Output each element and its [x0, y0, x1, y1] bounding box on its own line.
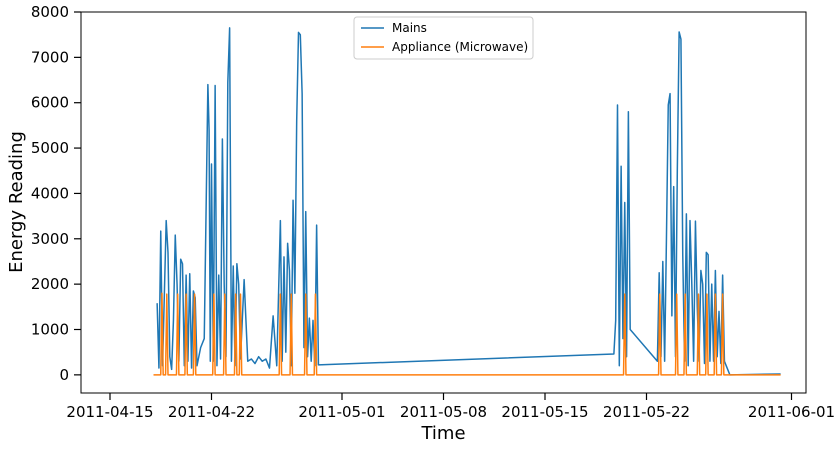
x-tick-label: 2011-04-15 [66, 403, 153, 421]
y-axis-label: Energy Reading [6, 131, 27, 273]
legend-label-mains: Mains [392, 21, 427, 35]
y-tick-label: 5000 [31, 139, 69, 157]
x-axis-label: Time [420, 423, 465, 444]
series-layer [153, 27, 781, 376]
y-axis: 0 1000 2000 3000 4000 5000 6000 7000 8000 [31, 3, 81, 384]
y-tick-label: 8000 [31, 3, 69, 21]
legend-frame [353, 16, 534, 60]
y-tick-label: 0 [59, 366, 69, 384]
x-tick-label: 2011-06-01 [748, 403, 835, 421]
y-tick-label: 4000 [31, 184, 69, 202]
y-tick-label: 7000 [31, 48, 69, 66]
x-tick-label: 2011-05-01 [298, 403, 385, 421]
y-tick-label: 2000 [31, 275, 69, 293]
series-line-mains [156, 27, 781, 376]
x-tick-label: 2011-05-22 [603, 403, 690, 421]
legend: Mains Appliance (Microwave) [353, 16, 534, 60]
x-tick-label: 2011-05-08 [400, 403, 487, 421]
y-tick-label: 6000 [31, 94, 69, 112]
series-line-appliance-microwave [153, 292, 781, 376]
y-tick-label: 3000 [31, 230, 69, 248]
x-tick-label: 2011-04-22 [168, 403, 255, 421]
y-tick-label: 1000 [31, 321, 69, 339]
legend-label-microwave: Appliance (Microwave) [392, 40, 528, 54]
x-axis: 2011-04-15 2011-04-22 2011-05-01 2011-05-08… [66, 393, 835, 421]
x-tick-label: 2011-05-15 [501, 403, 588, 421]
